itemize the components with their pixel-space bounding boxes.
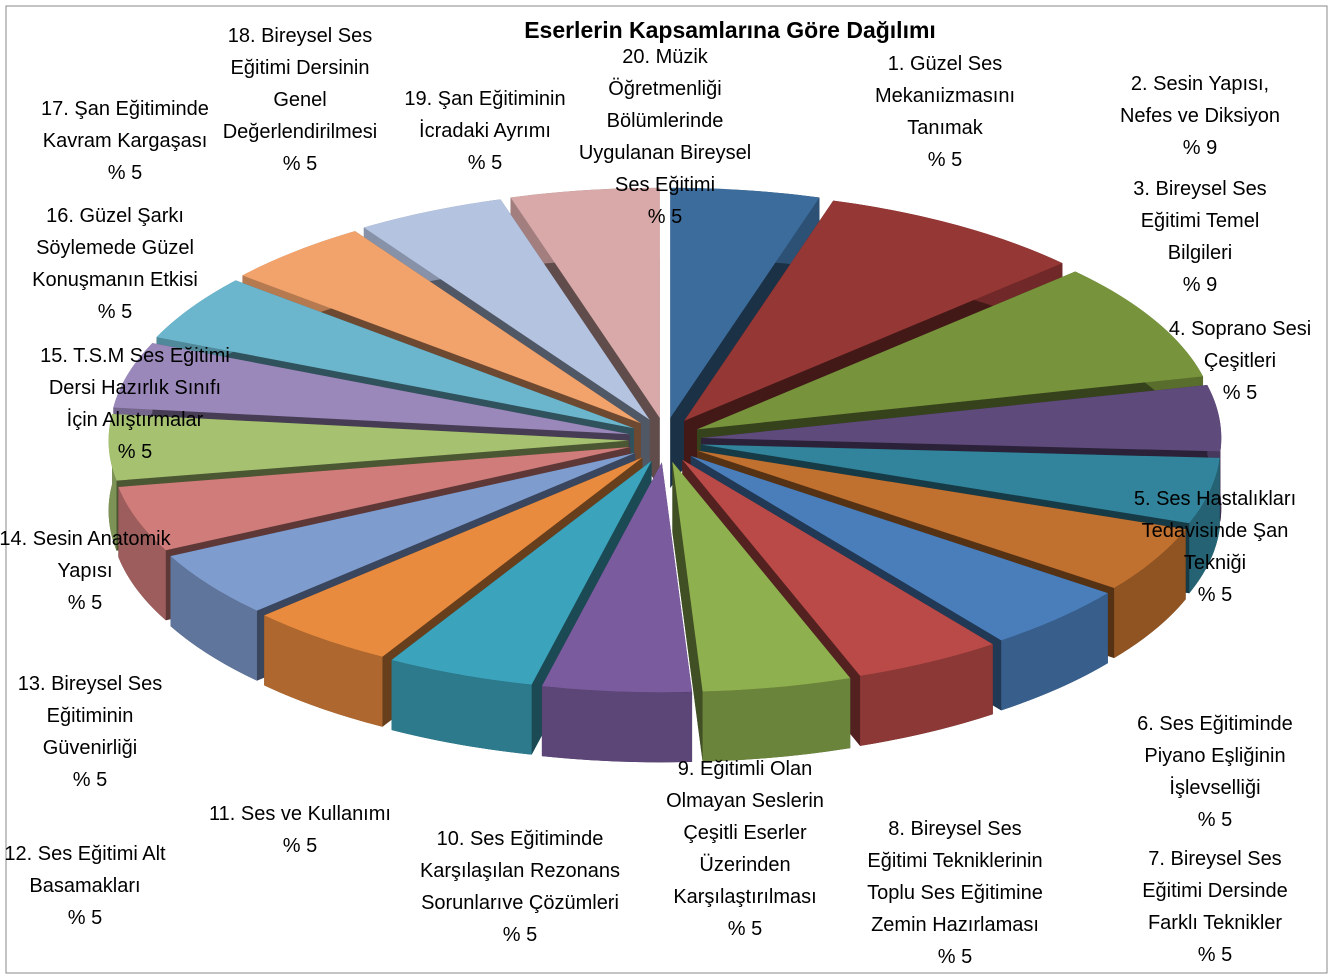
slice [682, 459, 993, 676]
slice [391, 460, 652, 685]
value-label: % 9 [1183, 137, 1217, 159]
value-label: % 5 [98, 301, 132, 323]
slice-rim [702, 678, 851, 762]
value-label: % 5 [118, 441, 152, 463]
category-label: 8. Bireysel Ses Eğitimi Tekniklerinin Topl… [867, 818, 1043, 936]
chart-title: Eserlerin Kapsamlarına Göre Dağılımı [524, 17, 936, 43]
slice [672, 461, 851, 692]
slice [242, 231, 641, 424]
value-label: % 5 [928, 149, 962, 171]
category-label: 13. Bireysel Ses Eğitiminin Güvenirliği [18, 673, 163, 759]
value-label: % 5 [68, 907, 102, 929]
category-label: 20. Müzik Öğretmenliği Bölümlerinde Uygulan… [579, 46, 751, 196]
value-label: % 5 [283, 153, 317, 175]
slice [264, 457, 643, 657]
category-label: 18. Bireysel Ses Eğitimi Dersinin Genel Değ… [223, 25, 378, 143]
slice [684, 200, 1063, 421]
slice [701, 385, 1222, 452]
value-label: % 5 [1223, 382, 1257, 404]
category-label: 1. Güzel Ses Mekanıizmasını Tanımak [875, 53, 1015, 139]
slice [118, 447, 631, 551]
value-label: % 5 [648, 206, 682, 228]
category-label: 4. Soprano Sesi Çeşitleri [1169, 318, 1311, 372]
slice [690, 455, 1108, 641]
slice-rim [541, 686, 693, 763]
value-label: % 5 [503, 924, 537, 946]
value-label: % 5 [1198, 944, 1232, 966]
slice-rim [170, 556, 257, 681]
slice [697, 450, 1186, 588]
category-label: 14. Sesin Anatomik Yapısı [0, 528, 172, 582]
slice-rim [1001, 593, 1108, 711]
category-label: 9. Eğitimli Olan Olmayan Seslerin Çeşitli … [666, 758, 824, 908]
category-label: 19. Şan Eğitiminin İcradaki Ayrımı [404, 88, 565, 142]
slice-rim [264, 615, 383, 727]
slice-rim [118, 486, 166, 621]
value-label: % 5 [468, 152, 502, 174]
slice-rim [860, 644, 993, 746]
slice-rim [1189, 457, 1220, 594]
slice [670, 187, 820, 418]
slice [108, 413, 629, 481]
category-label: 15. T.S.M Ses Eğitimi Dersi Hazırlık Sını… [40, 345, 230, 431]
slice [170, 452, 636, 611]
category-label: 17. Şan Eğitiminde Kavram Kargaşası [41, 98, 209, 152]
category-label: 12. Ses Eğitimi Alt Basamakları [4, 843, 166, 897]
slice-rim [391, 660, 532, 755]
category-label: 2. Sesin Yapısı, Nefes ve Diksiyon [1120, 73, 1280, 127]
slice [510, 187, 660, 418]
value-label: % 5 [1198, 584, 1232, 606]
value-label: % 5 [728, 918, 762, 940]
slice [697, 271, 1204, 430]
value-label: % 5 [283, 835, 317, 857]
category-label: 5. Ses Hastalıkları Tedavisinde Şan Tekniğ… [1134, 488, 1296, 574]
value-label: % 5 [73, 769, 107, 791]
value-label: % 5 [68, 592, 102, 614]
slice-side [672, 461, 703, 762]
value-label: % 5 [1198, 809, 1232, 831]
slice [363, 199, 650, 420]
value-label: % 9 [1183, 274, 1217, 296]
category-label: 3. Bireysel Ses Eğitimi Temel Bilgileri [1133, 178, 1266, 264]
category-label: 10. Ses Eğitiminde Karşılaşılan Rezonans S… [420, 828, 620, 914]
slice [541, 462, 693, 693]
slice [700, 444, 1220, 524]
slice [156, 280, 635, 429]
category-label: 7. Bireysel Ses Eğitimi Dersinde Farklı Te… [1142, 848, 1288, 934]
slice [113, 343, 630, 435]
value-label: % 5 [938, 946, 972, 968]
category-label: 6. Ses Eğitiminde Piyano Eşliğinin İşlevse… [1137, 713, 1293, 799]
category-label: 16. Güzel Şarkı Söylemede Güzel Konuşmanın… [32, 205, 198, 291]
slice-rim [1114, 529, 1186, 658]
category-label: 11. Ses ve Kullanımı [209, 803, 391, 825]
value-label: % 5 [108, 162, 142, 184]
